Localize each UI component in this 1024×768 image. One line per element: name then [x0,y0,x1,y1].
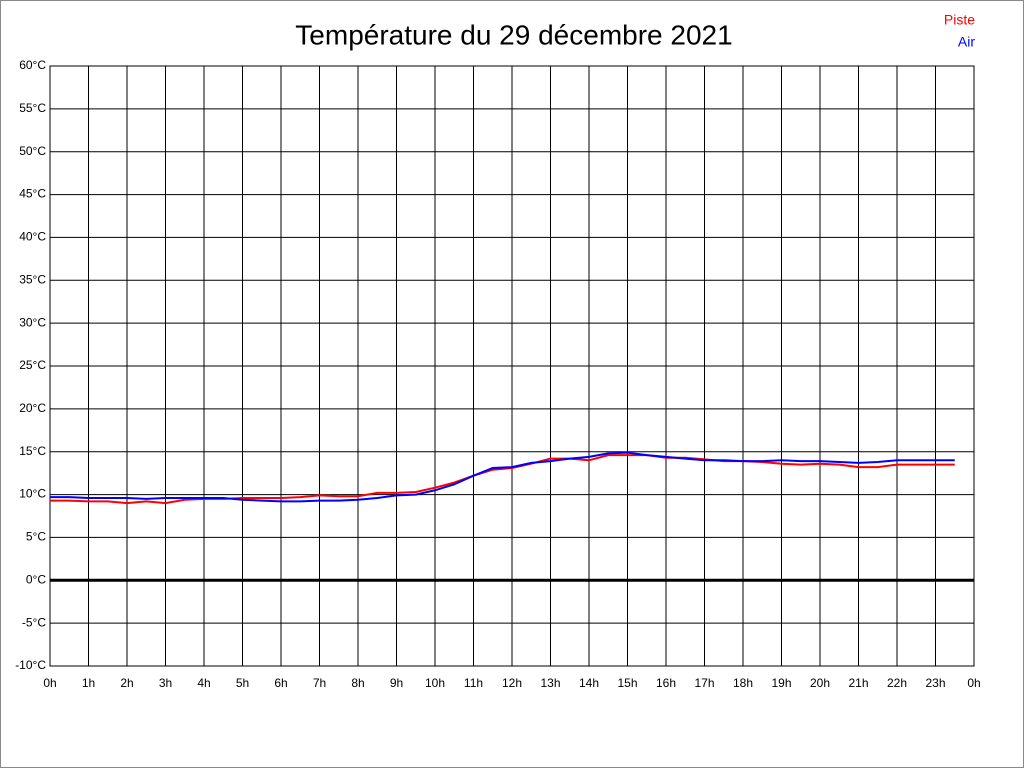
legend-label: Air [958,34,975,50]
x-tick-label: 2h [120,676,133,690]
y-tick-label: 40°C [19,230,46,244]
x-tick-label: 19h [771,676,791,690]
x-tick-label: 7h [313,676,326,690]
x-tick-label: 15h [617,676,637,690]
x-tick-label: 13h [540,676,560,690]
y-tick-label: 35°C [19,272,46,286]
y-tick-label: 20°C [19,401,46,415]
x-tick-label: 0h [43,676,56,690]
y-tick-label: 55°C [19,101,46,115]
y-tick-label: 30°C [19,315,46,329]
x-tick-label: 10h [425,676,445,690]
x-tick-label: 16h [656,676,676,690]
x-tick-label: 18h [733,676,753,690]
x-tick-label: 0h [967,676,980,690]
y-tick-label: 10°C [19,487,46,501]
chart-title: Température du 29 décembre 2021 [295,19,732,50]
y-tick-label: 0°C [26,572,46,586]
y-tick-label: 25°C [19,358,46,372]
x-tick-label: 12h [502,676,522,690]
x-tick-label: 22h [887,676,907,690]
y-tick-label: -10°C [15,658,46,672]
y-tick-label: 60°C [19,58,46,72]
y-tick-label: 5°C [26,530,46,544]
x-tick-label: 4h [197,676,210,690]
x-tick-label: 5h [236,676,249,690]
x-tick-label: 17h [694,676,714,690]
x-tick-label: 6h [274,676,287,690]
x-tick-label: 1h [82,676,95,690]
x-tick-label: 11h [464,676,483,690]
x-tick-label: 23h [925,676,945,690]
legend-label: Piste [944,12,975,28]
x-tick-label: 14h [579,676,599,690]
x-tick-label: 20h [810,676,830,690]
x-tick-label: 21h [848,676,868,690]
y-tick-label: 50°C [19,144,46,158]
y-tick-label: 45°C [19,187,46,201]
y-tick-label: -5°C [22,615,46,629]
y-tick-label: 15°C [19,444,46,458]
x-tick-label: 8h [351,676,364,690]
x-tick-label: 9h [390,676,403,690]
series-line [50,451,955,503]
x-tick-label: 3h [159,676,172,690]
